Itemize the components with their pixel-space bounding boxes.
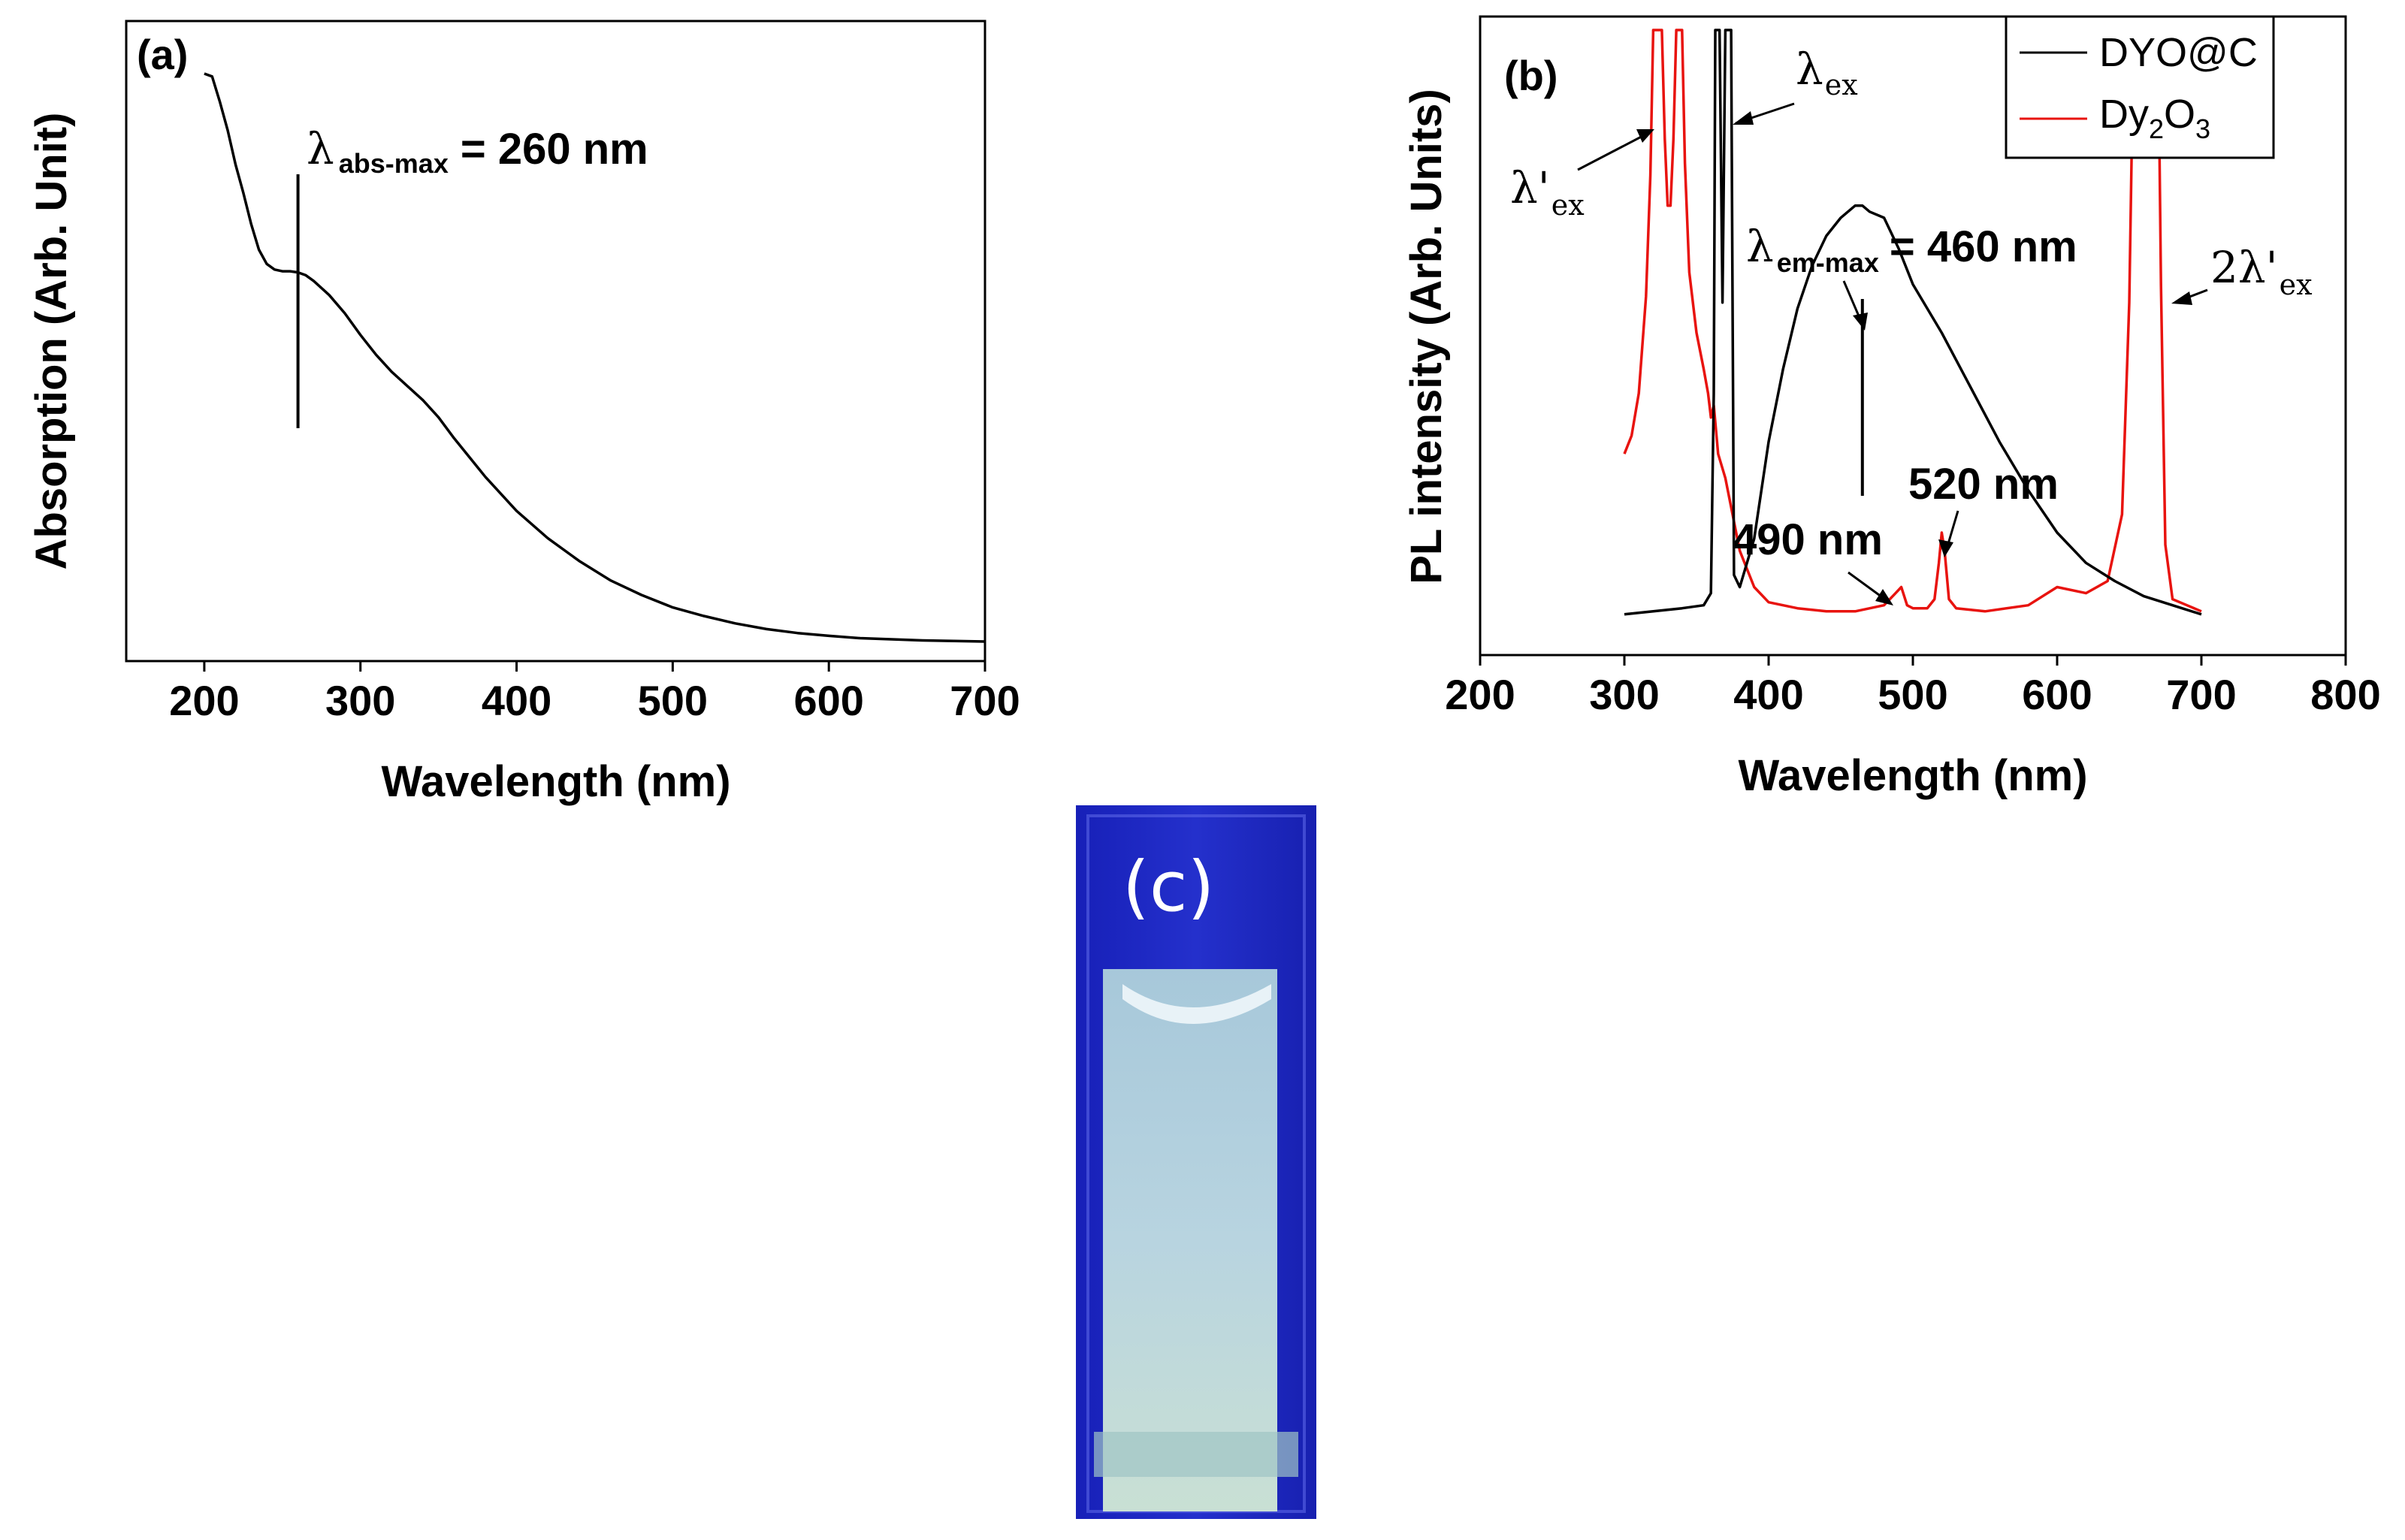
- panel-b-x-ticks: [1479, 655, 2347, 666]
- panel-a-x-tick-label-200: 200: [169, 677, 239, 724]
- panel-b-label: (b): [1504, 52, 1558, 99]
- panel-b-x-tick-label-700: 700: [2166, 671, 2236, 718]
- panel-b-x-axis-title: Wavelength (nm): [1738, 751, 2087, 800]
- panel-b-x-tick-label-600: 600: [2022, 671, 2092, 718]
- panel-a-absorption-line: [204, 72, 986, 643]
- panel-a-x-tick-label-300: 300: [325, 677, 395, 724]
- peak-490-label: 490 nm: [1733, 515, 1883, 564]
- legend-label-dyo-c: DYO@C: [2099, 30, 2258, 75]
- panel-b-x-tick-label-800: 800: [2310, 671, 2380, 718]
- panel-a-x-axis-title: Wavelength (nm): [381, 757, 730, 806]
- lambda-ex-prime-arrowhead: [1636, 129, 1654, 143]
- peak-490-arrowhead: [1875, 589, 1893, 605]
- panel-a-y-axis-title: Absorption (Arb. Unit): [27, 113, 76, 570]
- photo-label: (c): [1122, 847, 1214, 927]
- panel-b-y-axis-title: PL intensity (Arb. Units): [1402, 89, 1451, 584]
- panel-a-x-tick-label-600: 600: [793, 677, 863, 724]
- panel-a-chart: 200 300 400 500 600 700 (a) λ abs-max = 260 nm …: [27, 20, 1020, 806]
- lambda-ex-arrowhead: [1733, 111, 1754, 125]
- em-max-arrowhead: [1853, 313, 1868, 331]
- panel-b-legend: DYO@C Dy2O3: [2005, 15, 2275, 159]
- panel-a-x-ticks: [203, 661, 986, 672]
- two-lambda-ex-prime-label: 2λ'ex: [2210, 242, 2313, 301]
- panel-a-label: (a): [137, 31, 188, 78]
- panel-b-x-tick-label-300: 300: [1589, 671, 1659, 718]
- panel-b-x-tick-label-200: 200: [1445, 671, 1515, 718]
- cuvette-base: [1094, 1432, 1298, 1477]
- peak-520-label: 520 nm: [1908, 460, 2059, 509]
- liquid-meniscus: [1122, 984, 1271, 1024]
- panel-a-abs-max-annotation: λ abs-max = 260 nm: [307, 123, 648, 179]
- panel-b-x-tick-label-500: 500: [1878, 671, 1947, 718]
- panel-a-x-tick-label-400: 400: [482, 677, 551, 724]
- peak-520-arrowhead: [1938, 539, 1953, 557]
- panel-b-chart: 200 300 400 500 600 700 800 (b) DYO@C Dy2O3 λe…: [1402, 15, 2381, 800]
- lambda-ex-prime-label: λ'ex: [1510, 162, 1585, 222]
- panel-a-x-tick-label-700: 700: [950, 677, 1020, 724]
- panel-b-dyo-c-line: [1624, 29, 2202, 616]
- panel-b-x-tick-label-400: 400: [1733, 671, 1803, 718]
- panel-a-plot-frame: [125, 20, 986, 663]
- em-max-annotation: λ em-max = 460 nm: [1746, 221, 2077, 278]
- panel-b-x-tick-labels: 200 300 400 500 600 700 800: [1445, 671, 2380, 718]
- lambda-ex-label: λex: [1796, 44, 1858, 101]
- legend-box: [2005, 15, 2275, 159]
- legend-label-dy2o3: Dy2O3: [2099, 92, 2210, 144]
- panel-c-cuvette-photo: (c): [1076, 805, 1316, 1519]
- two-lambda-ex-prime-arrowhead: [2171, 291, 2192, 305]
- lambda-ex-prime-arrow: [1577, 131, 1651, 171]
- panel-a-x-tick-label-500: 500: [638, 677, 708, 724]
- cuvette-liquid: [1103, 969, 1277, 1511]
- panel-a-x-tick-labels: 200 300 400 500 600 700: [169, 677, 1020, 724]
